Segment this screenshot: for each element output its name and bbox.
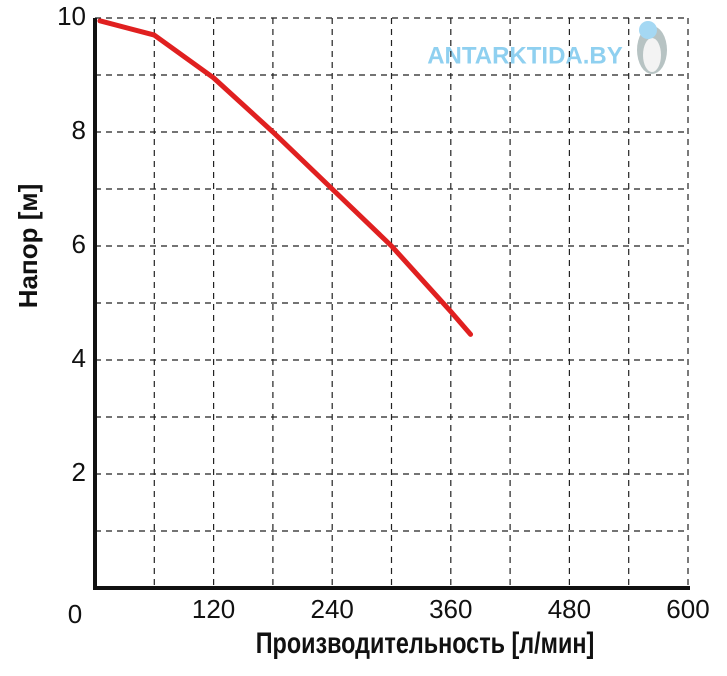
- x-tick-label: 0: [68, 599, 82, 629]
- x-tick-label: 240: [311, 594, 354, 624]
- x-tick-label: 480: [548, 594, 591, 624]
- x-tick-label: 600: [666, 594, 709, 624]
- watermark: ANTARKTIDA.BY: [427, 42, 623, 69]
- y-axis-label: Напор [м]: [13, 184, 43, 308]
- x-axis-label: Производительность [л/мин]: [256, 626, 595, 659]
- y-tick-label: 2: [72, 457, 86, 487]
- logo-penguin: [637, 21, 667, 74]
- y-tick-label: 4: [72, 343, 86, 373]
- y-tick-label: 8: [72, 115, 86, 145]
- y-tick-label: 6: [72, 229, 86, 259]
- y-tick-label: 10: [57, 1, 86, 31]
- x-tick-label: 360: [429, 594, 472, 624]
- line: [97, 18, 474, 337]
- x-tick-label: 120: [192, 594, 235, 624]
